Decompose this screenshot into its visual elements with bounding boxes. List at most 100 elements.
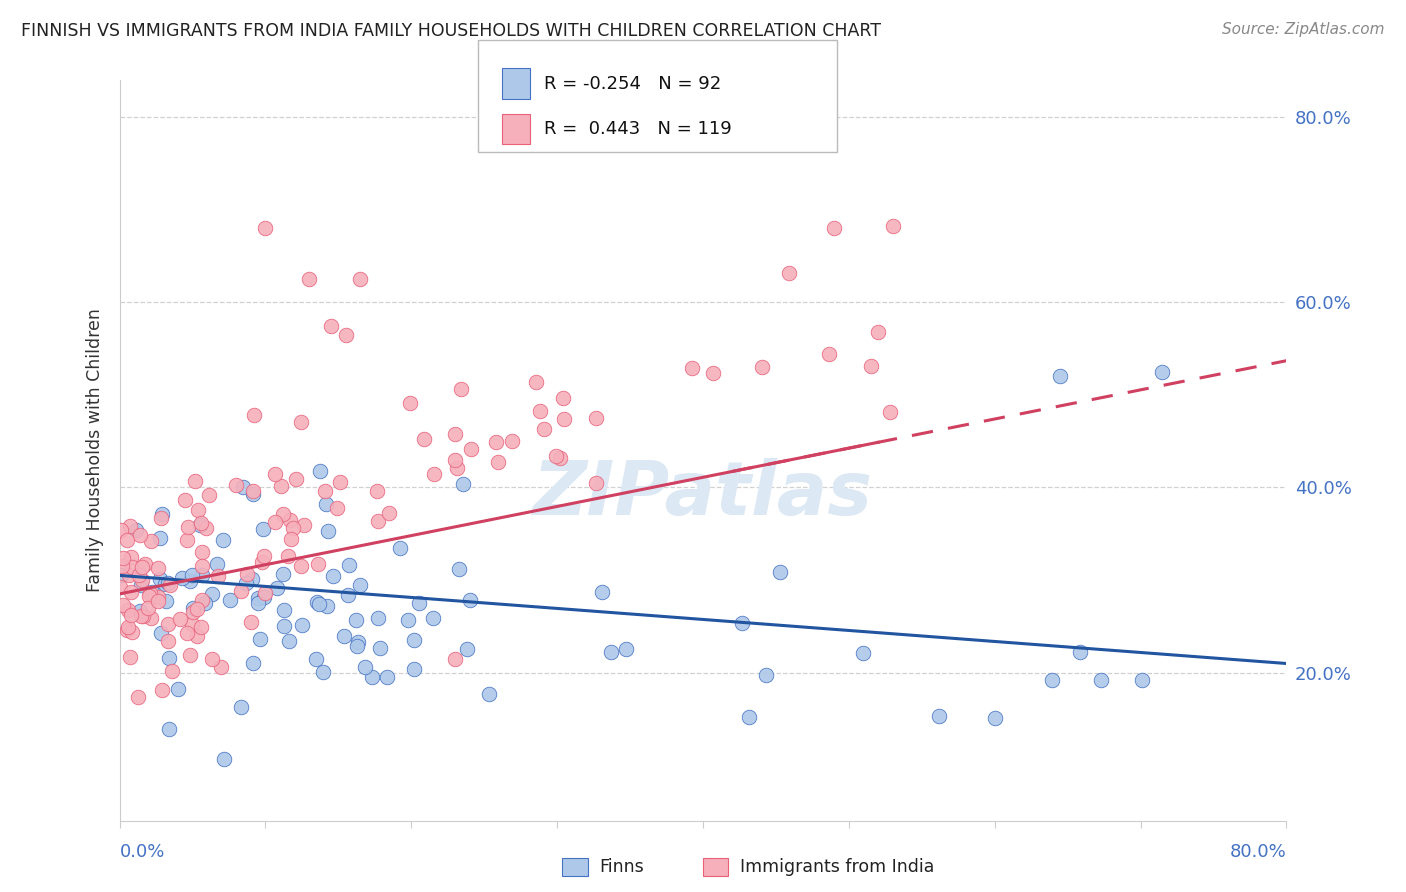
Point xyxy=(333,629,356,643)
Point xyxy=(157,651,180,665)
Point xyxy=(188,518,211,533)
Point xyxy=(270,479,292,493)
Point xyxy=(139,586,162,600)
Point xyxy=(478,687,501,701)
Point xyxy=(731,615,754,630)
Point xyxy=(150,507,173,521)
Point xyxy=(486,455,509,469)
Point xyxy=(460,442,482,457)
Point xyxy=(191,545,214,559)
Point xyxy=(859,359,882,373)
Point xyxy=(311,665,333,679)
Point xyxy=(361,670,384,684)
Point xyxy=(198,488,221,502)
Point xyxy=(322,569,344,583)
Point xyxy=(181,605,204,619)
Point xyxy=(249,632,271,646)
Point xyxy=(928,709,950,723)
Text: Finns: Finns xyxy=(599,858,644,876)
Point xyxy=(375,670,398,684)
Point xyxy=(149,573,172,587)
Point xyxy=(243,408,266,422)
Point xyxy=(769,565,792,579)
Point xyxy=(194,596,217,610)
Point xyxy=(524,375,547,389)
Point xyxy=(1049,369,1071,384)
Point xyxy=(254,221,277,235)
Point xyxy=(281,521,304,535)
Point xyxy=(335,327,357,342)
Point xyxy=(484,435,506,450)
Point xyxy=(235,576,257,591)
Point xyxy=(120,519,142,533)
Point xyxy=(173,493,195,508)
Point xyxy=(129,578,152,592)
Point xyxy=(149,531,172,545)
Point xyxy=(413,433,436,447)
Point xyxy=(191,559,214,574)
Point xyxy=(1152,365,1174,379)
Text: Immigrants from India: Immigrants from India xyxy=(740,858,934,876)
Point xyxy=(316,599,339,614)
Point xyxy=(132,609,155,624)
Point xyxy=(205,558,228,572)
Point xyxy=(444,427,467,442)
Point xyxy=(131,560,153,574)
Point xyxy=(194,521,217,535)
Point xyxy=(389,541,412,555)
Point xyxy=(544,450,567,464)
Point xyxy=(169,612,191,626)
Point xyxy=(111,550,134,565)
Point xyxy=(112,599,135,613)
Point xyxy=(118,649,141,664)
Point xyxy=(162,664,184,678)
Point xyxy=(246,591,269,606)
Point xyxy=(346,639,368,653)
Point xyxy=(120,585,142,599)
Point xyxy=(347,634,370,648)
Point xyxy=(212,752,235,766)
Point xyxy=(153,577,176,591)
Point xyxy=(1069,645,1091,659)
Point xyxy=(242,656,264,670)
Point xyxy=(271,507,294,521)
Point xyxy=(277,549,299,564)
Point xyxy=(128,528,150,542)
Point xyxy=(755,668,778,682)
Text: R =  0.443   N = 119: R = 0.443 N = 119 xyxy=(544,120,733,137)
Point xyxy=(337,558,360,573)
Point xyxy=(190,516,212,530)
Point xyxy=(201,651,224,665)
Point xyxy=(548,450,571,465)
Point xyxy=(368,640,391,655)
Point xyxy=(879,405,901,419)
Point xyxy=(1040,673,1063,687)
Point xyxy=(681,361,703,376)
Point xyxy=(176,533,198,547)
Point xyxy=(201,586,224,600)
Point xyxy=(315,497,337,511)
Text: 0.0%: 0.0% xyxy=(120,843,165,861)
Point xyxy=(115,623,138,637)
Point xyxy=(139,611,162,625)
Point xyxy=(585,476,607,491)
Point xyxy=(191,593,214,607)
Point xyxy=(284,472,307,486)
Point xyxy=(118,568,141,582)
Point xyxy=(252,522,274,536)
Point xyxy=(271,566,294,581)
Point xyxy=(446,461,468,475)
Point xyxy=(344,613,367,627)
Point xyxy=(111,559,134,574)
Point xyxy=(309,464,332,478)
Point xyxy=(367,514,389,528)
Point xyxy=(136,601,159,615)
Point xyxy=(127,690,149,704)
Point xyxy=(246,596,269,610)
Point xyxy=(501,434,523,449)
Point xyxy=(447,562,470,576)
Point xyxy=(984,711,1007,725)
Point xyxy=(128,568,150,582)
Point xyxy=(533,422,555,436)
Y-axis label: Family Households with Children: Family Households with Children xyxy=(86,309,104,592)
